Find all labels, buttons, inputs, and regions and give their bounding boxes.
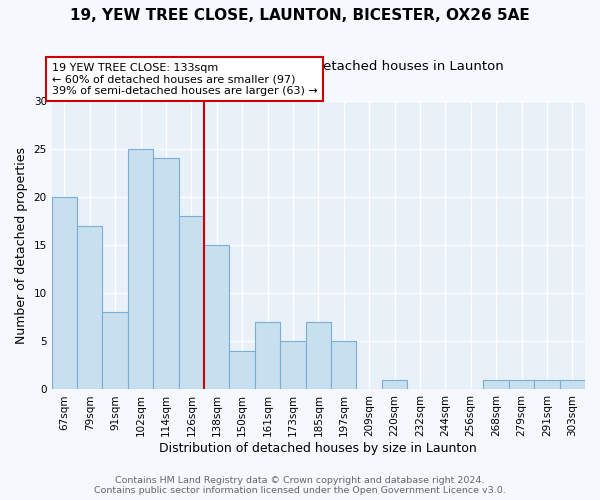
Bar	[331, 342, 356, 390]
Bar	[305, 322, 331, 390]
Bar	[509, 380, 534, 390]
Bar	[52, 197, 77, 390]
X-axis label: Distribution of detached houses by size in Launton: Distribution of detached houses by size …	[160, 442, 477, 455]
Bar	[204, 245, 229, 390]
Bar	[229, 351, 255, 390]
Bar	[153, 158, 179, 390]
Bar	[128, 148, 153, 390]
Text: 19, YEW TREE CLOSE, LAUNTON, BICESTER, OX26 5AE: 19, YEW TREE CLOSE, LAUNTON, BICESTER, O…	[70, 8, 530, 22]
Bar	[484, 380, 509, 390]
Y-axis label: Number of detached properties: Number of detached properties	[15, 146, 28, 344]
Bar	[280, 342, 305, 390]
Bar	[560, 380, 585, 390]
Text: 19 YEW TREE CLOSE: 133sqm
← 60% of detached houses are smaller (97)
39% of semi-: 19 YEW TREE CLOSE: 133sqm ← 60% of detac…	[52, 62, 317, 96]
Bar	[382, 380, 407, 390]
Title: Size of property relative to detached houses in Launton: Size of property relative to detached ho…	[133, 60, 504, 73]
Bar	[255, 322, 280, 390]
Bar	[179, 216, 204, 390]
Bar	[77, 226, 103, 390]
Bar	[103, 312, 128, 390]
Text: Contains HM Land Registry data © Crown copyright and database right 2024.
Contai: Contains HM Land Registry data © Crown c…	[94, 476, 506, 495]
Bar	[534, 380, 560, 390]
